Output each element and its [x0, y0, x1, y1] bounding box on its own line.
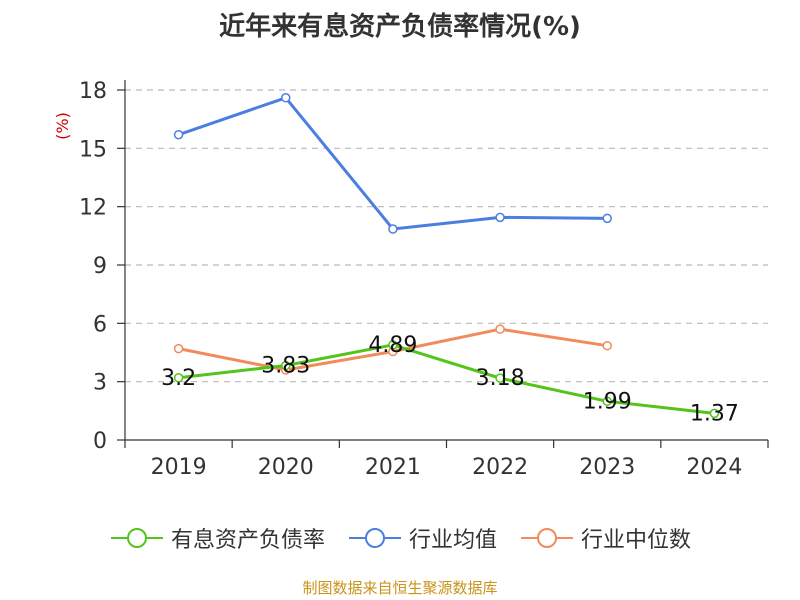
y-tick-label: 6 — [93, 312, 107, 337]
data-label: 1.37 — [690, 401, 739, 426]
data-point — [495, 324, 505, 334]
data-point — [388, 340, 398, 350]
data-point — [602, 340, 612, 351]
legend-marker-icon — [348, 528, 401, 548]
y-tick-label: 15 — [79, 137, 107, 162]
legend-marker-icon — [110, 528, 163, 548]
data-label: 1.99 — [583, 389, 632, 414]
legend-item[interactable]: 有息资产负债率 — [109, 522, 325, 554]
data-point — [709, 408, 720, 419]
x-tick-label: 2020 — [258, 455, 314, 480]
y-tick-label: 3 — [93, 371, 107, 396]
line-chart: 0 3 6 9 12 15 18 2019 2020 2021 2022 2023 2024 (%) 3.… — [53, 79, 769, 480]
data-point — [388, 224, 398, 234]
legend-item[interactable]: 行业中位数 — [519, 522, 691, 554]
chart-title: 近年来有息资产负债率情况(%) — [219, 12, 581, 42]
y-axis-unit-label: (%) — [53, 112, 72, 140]
data-point — [173, 373, 184, 383]
data-point — [495, 212, 505, 223]
data-label: 3.2 — [161, 366, 196, 391]
y-tick-label: 9 — [93, 254, 107, 279]
series-line — [178, 343, 715, 415]
data-point — [281, 93, 291, 103]
chart-legend: 有息资产负债率 行业均值 行业中位数 — [0, 518, 800, 558]
data-label: 3.18 — [476, 366, 525, 391]
y-tick-label: 0 — [93, 429, 107, 454]
data-label: 4.89 — [368, 333, 417, 358]
data-source-note: 制图数据来自恒生聚源数据库 — [302, 579, 498, 597]
legend-item[interactable]: 行业均值 — [347, 522, 497, 554]
data-point — [173, 343, 184, 354]
data-label: 3.83 — [261, 354, 310, 379]
data-point — [602, 396, 612, 407]
legend-label: 行业中位数 — [581, 528, 692, 553]
x-tick-label: 2019 — [151, 455, 207, 480]
data-point — [495, 373, 505, 383]
legend-label: 有息资产负债率 — [170, 528, 325, 553]
x-tick-label: 2024 — [686, 455, 742, 480]
data-point — [281, 360, 291, 371]
data-point — [602, 213, 612, 224]
x-tick-label: 2021 — [365, 455, 421, 480]
data-point — [173, 129, 184, 140]
series-line — [178, 96, 608, 231]
y-tick-label: 18 — [79, 79, 107, 104]
legend-marker-icon — [521, 528, 573, 548]
legend-label: 行业均值 — [408, 528, 497, 553]
x-tick-label: 2022 — [472, 455, 528, 480]
y-tick-label: 12 — [79, 196, 107, 221]
x-tick-label: 2023 — [579, 455, 635, 480]
